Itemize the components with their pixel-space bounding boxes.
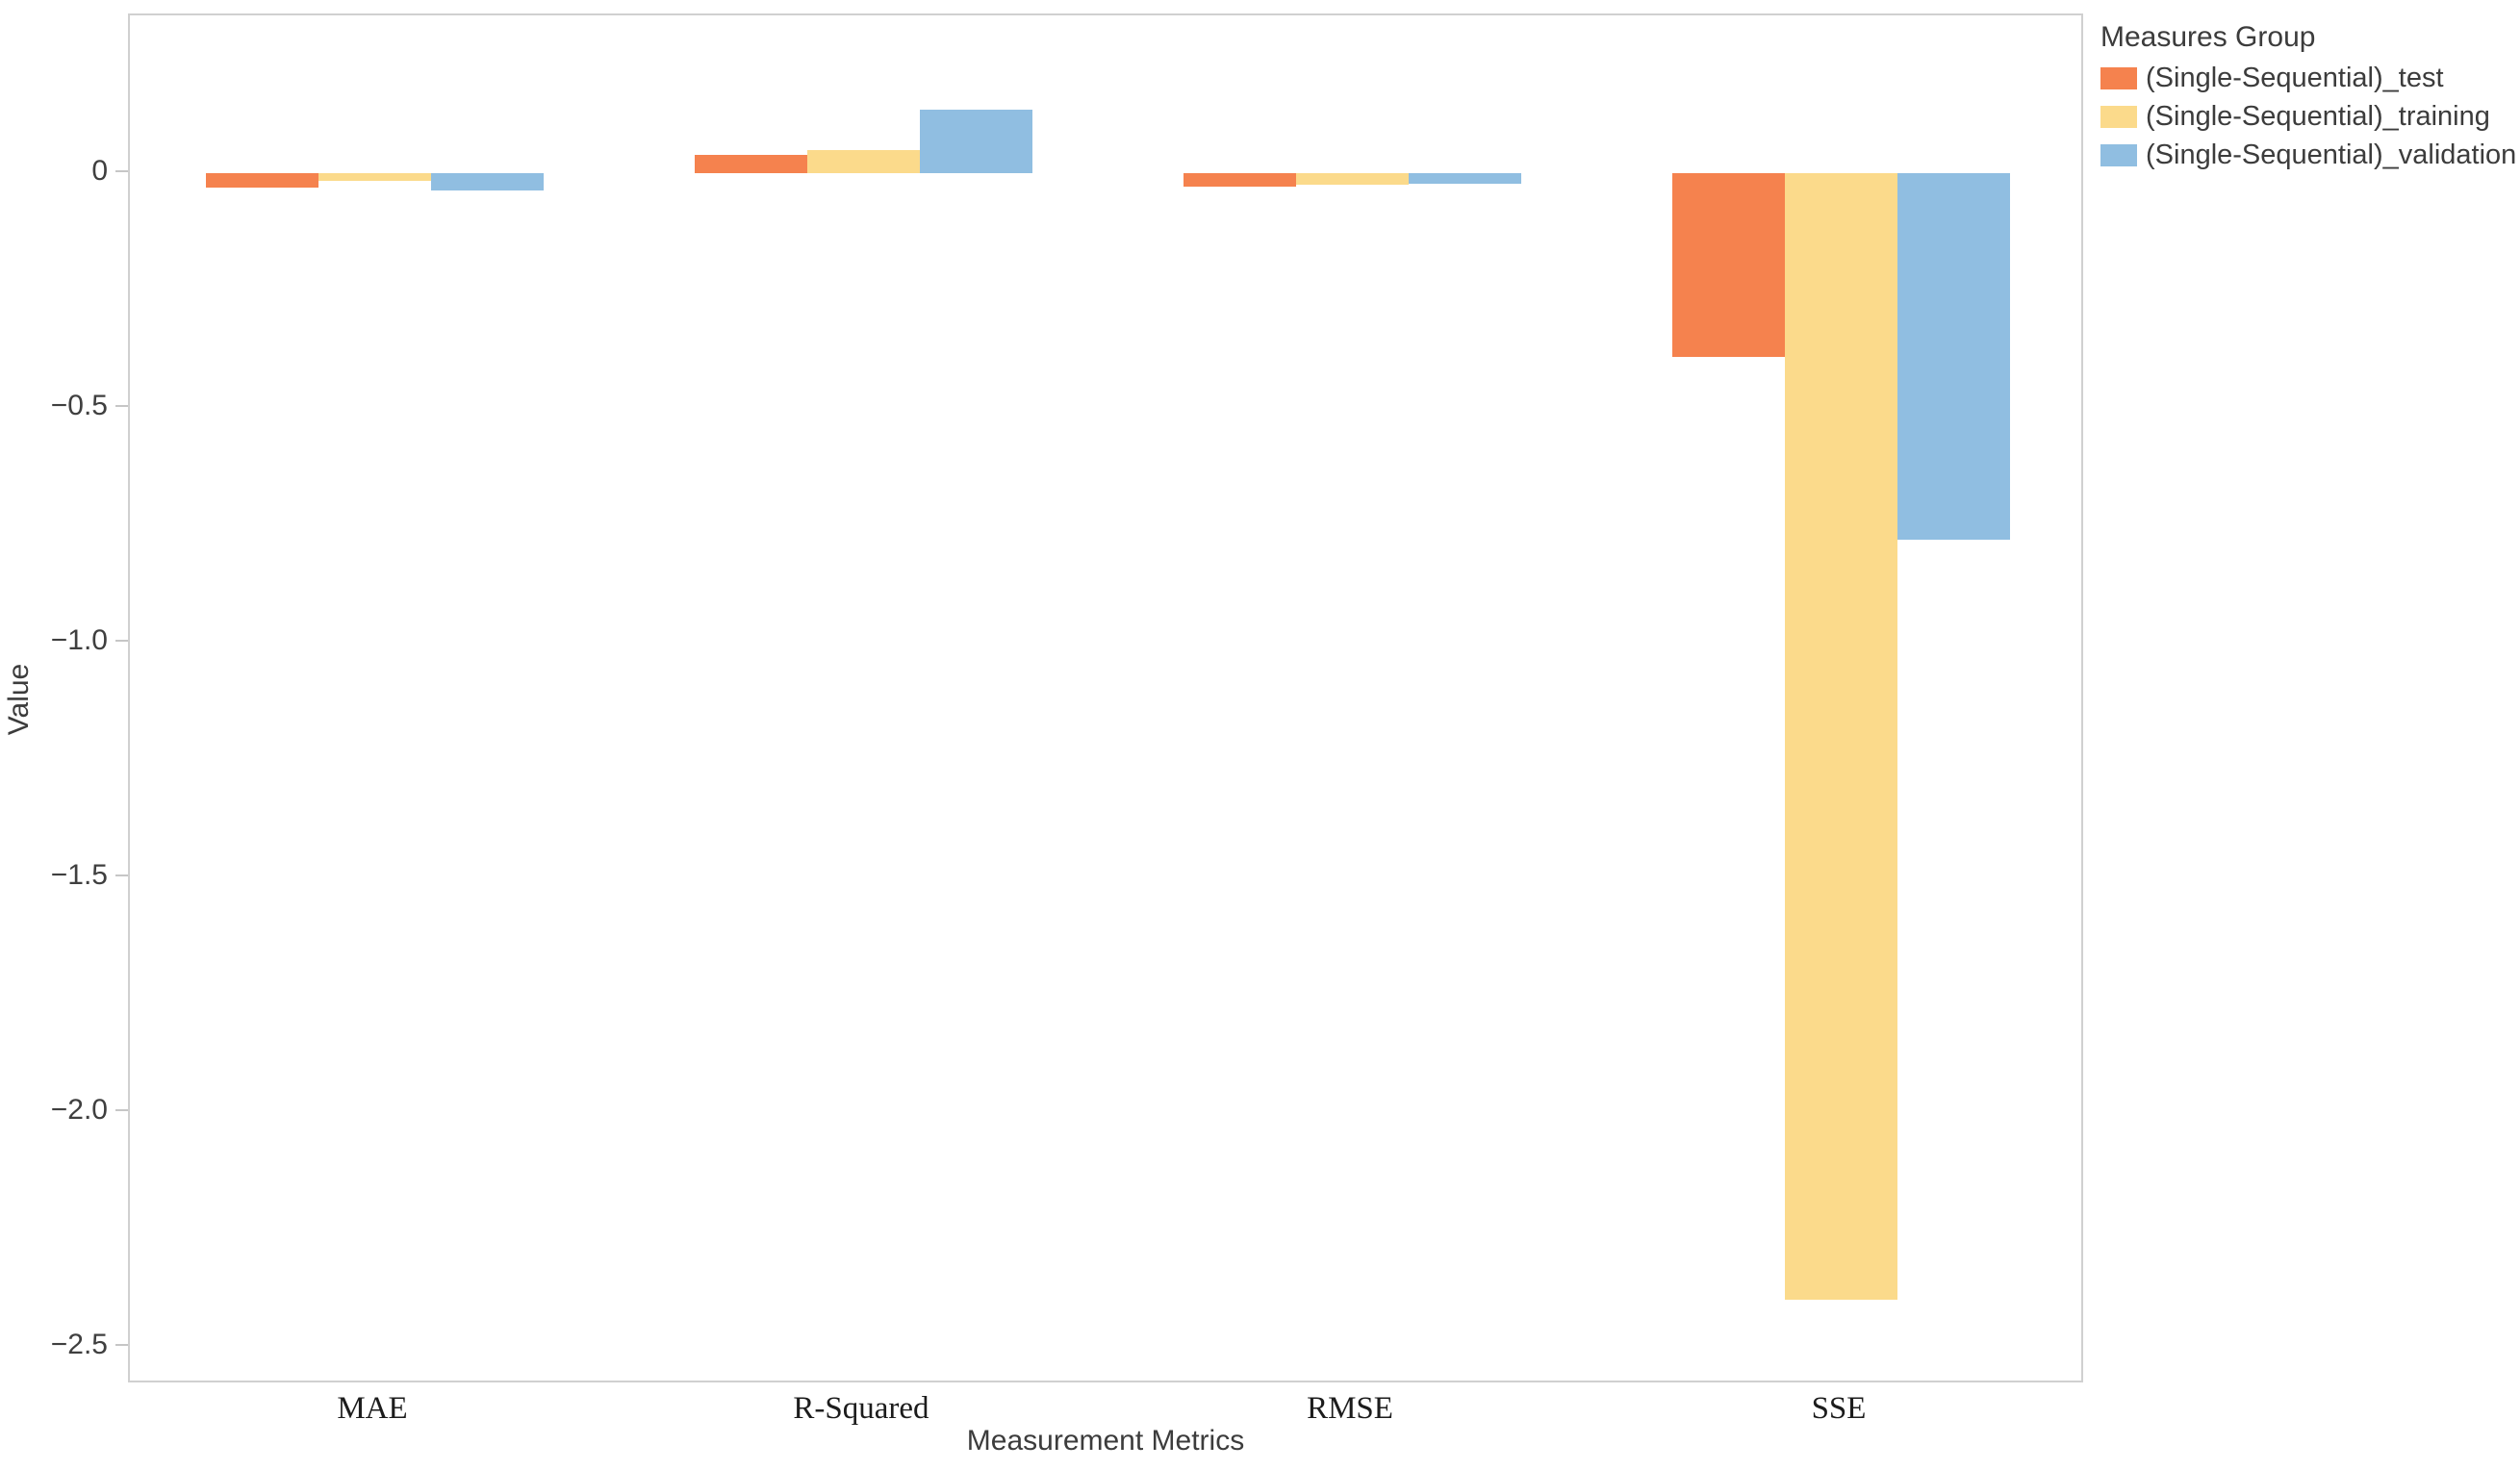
bar-MAE-validation [430,173,544,190]
x-axis-title: Measurement Metrics [966,1425,1245,1457]
y-tick-label: −2.0 [50,1094,108,1127]
y-tick-label: −2.5 [50,1328,108,1360]
y-tick-mark [115,405,128,408]
bar-RMSE-training [1295,173,1409,185]
legend: Measures Group (Single-Sequential)_test(… [2100,21,2517,179]
bar-R-Squared-validation [919,109,1032,174]
legend-swatch-test [2100,67,2137,89]
bar-R-Squared-test [694,155,807,174]
y-tick-label: −1.5 [50,859,108,892]
y-tick-label: −1.0 [50,624,108,657]
bar-RMSE-test [1183,173,1296,188]
legend-label: (Single-Sequential)_validation [2146,139,2517,170]
y-tick-mark [115,1109,128,1112]
legend-label: (Single-Sequential)_test [2146,63,2444,93]
y-tick-mark [115,170,128,173]
legend-item-validation: (Single-Sequential)_validation [2100,139,2517,170]
x-category-label-SSE: SSE [1811,1391,1867,1426]
x-category-label-MAE: MAE [337,1391,408,1426]
bar-RMSE-validation [1408,173,1521,184]
legend-item-training: (Single-Sequential)_training [2100,102,2514,132]
plot-area [128,13,2083,1382]
bar-R-Squared-training [806,150,920,174]
bar-SSE-test [1671,173,1785,357]
y-tick-mark [115,640,128,643]
legend-title: Measures Group [2100,21,2316,53]
y-tick-label: −0.5 [50,390,108,422]
bar-MAE-training [318,173,431,181]
x-category-label-R-Squared: R-Squared [793,1391,929,1426]
legend-swatch-validation [2100,144,2137,166]
y-axis-title: Value [3,663,35,736]
legend-items: (Single-Sequential)_test (Single-Sequenti… [2100,63,2517,170]
bar-SSE-training [1784,173,1897,1301]
legend-item-test: (Single-Sequential)_test [2100,63,2514,93]
legend-label: (Single-Sequential)_training [2146,101,2490,132]
y-tick-label: 0 [91,155,108,188]
legend-swatch-training [2100,106,2137,128]
bar-SSE-validation [1896,173,2010,540]
y-tick-mark [115,874,128,877]
y-tick-mark [115,1343,128,1346]
x-category-label-RMSE: RMSE [1307,1391,1393,1426]
bar-MAE-test [205,173,318,188]
